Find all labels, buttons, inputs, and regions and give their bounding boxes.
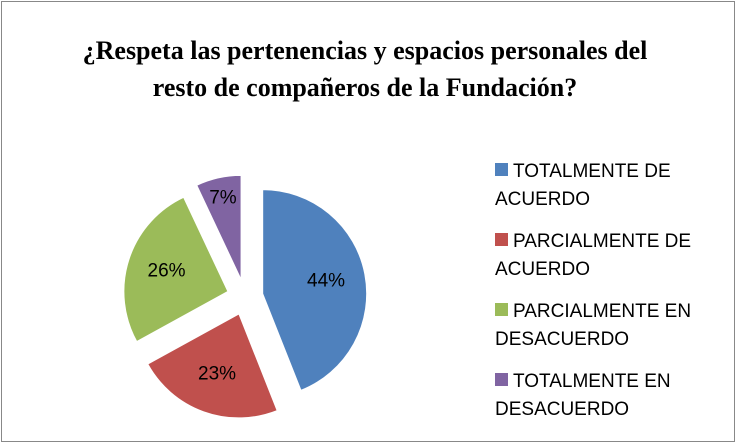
chart-title: ¿Respeta las pertenencias y espacios per… xyxy=(82,36,648,102)
data-label: 7% xyxy=(209,187,237,208)
legend-item: PARCIALMENTE EN DESACUERDO xyxy=(495,298,695,354)
data-label: 23% xyxy=(198,364,236,385)
legend-label: PARCIALMENTE DE ACUERDO xyxy=(495,231,692,280)
legend-swatch xyxy=(495,303,508,316)
legend-item: TOTALMENTE DE ACUERDO xyxy=(495,158,695,214)
pie-slice xyxy=(262,189,368,391)
legend-swatch xyxy=(495,233,508,246)
pie-slice xyxy=(147,313,278,419)
pie-slice xyxy=(196,174,242,280)
legend-item: PARCIALMENTE DE ACUERDO xyxy=(495,228,695,284)
legend-swatch xyxy=(495,163,508,176)
legend-swatch xyxy=(495,373,508,386)
legend-label: TOTALMENTE DE ACUERDO xyxy=(495,161,671,210)
data-label: 44% xyxy=(307,271,345,292)
legend-item: TOTALMENTE EN DESACUERDO xyxy=(495,368,695,424)
data-label: 26% xyxy=(148,261,186,282)
pie-slice xyxy=(123,196,229,343)
legend-label: TOTALMENTE EN DESACUERDO xyxy=(495,371,671,420)
legend-label: PARCIALMENTE EN DESACUERDO xyxy=(495,301,692,350)
